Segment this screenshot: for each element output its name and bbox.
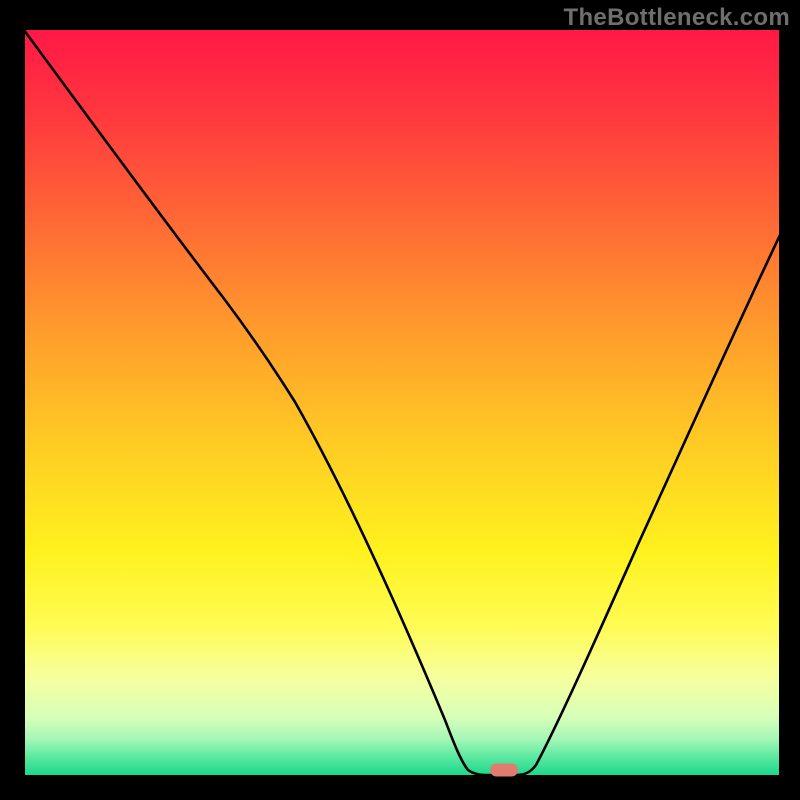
chart-frame: TheBottleneck.com — [0, 0, 800, 800]
optimal-marker — [490, 764, 518, 777]
watermark-text: TheBottleneck.com — [564, 4, 790, 32]
plot-background — [24, 30, 780, 776]
bottleneck-chart — [0, 0, 800, 800]
